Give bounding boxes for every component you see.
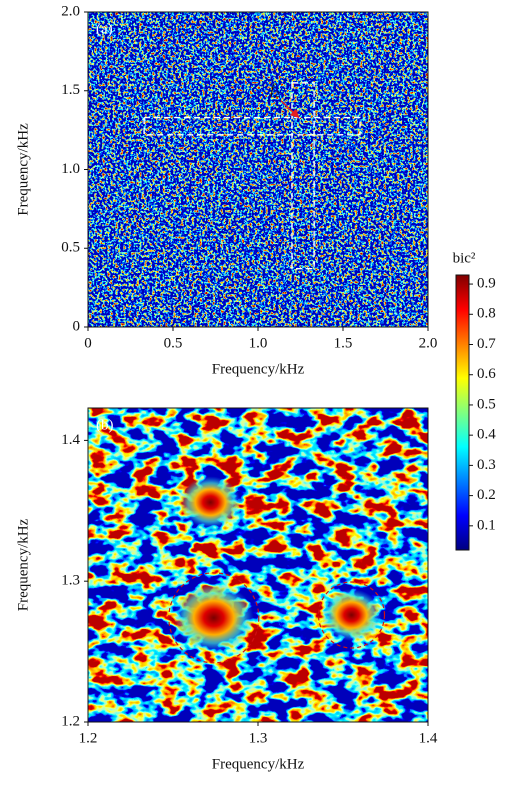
y-tick-label: 2.0 xyxy=(61,3,80,19)
region-box xyxy=(291,82,315,270)
colorbar-tick-label: 0.5 xyxy=(477,396,496,412)
y-tick-label: 1.2 xyxy=(61,713,80,729)
y-tick-label: 0 xyxy=(73,318,81,334)
colorbar-tick-label: 0.6 xyxy=(477,366,496,382)
x-tick-label: 1.2 xyxy=(79,730,98,746)
y-axis-label: Frequency/kHz xyxy=(15,123,31,216)
region-box xyxy=(143,116,361,136)
x-tick-label: 1.4 xyxy=(419,730,438,746)
peak xyxy=(173,583,254,652)
y-tick-label: 1.4 xyxy=(61,432,80,448)
annotation-arrow xyxy=(280,100,300,119)
colorbar-tick-label: 0.9 xyxy=(477,276,496,292)
x-tick-label: 1.0 xyxy=(249,335,268,351)
x-tick-label: 2.0 xyxy=(419,335,438,351)
colorbar-tick-label: 0.1 xyxy=(477,517,496,533)
panel-label: (a) xyxy=(96,21,113,37)
colorbar-tick-label: 0.7 xyxy=(477,336,496,352)
y-tick-label: 0.5 xyxy=(61,240,80,256)
colorbar-label: bic² xyxy=(453,250,476,266)
x-tick-label: 0 xyxy=(84,335,92,351)
colorbar-tick-label: 0.4 xyxy=(477,427,496,443)
peak xyxy=(321,588,382,641)
y-tick-label: 1.0 xyxy=(61,161,80,177)
x-tick-label: 1.5 xyxy=(334,335,353,351)
peak xyxy=(180,476,241,529)
colorbar-tick-label: 0.3 xyxy=(477,457,496,473)
y-tick-label: 1.5 xyxy=(61,82,80,98)
peaks xyxy=(173,476,382,652)
y-tick-label: 1.3 xyxy=(61,573,80,589)
colorbar-tick-label: 0.8 xyxy=(477,306,496,322)
x-tick-label: 1.3 xyxy=(249,730,268,746)
colorbar xyxy=(455,274,470,551)
x-axis-label: Frequency/kHz xyxy=(212,756,305,772)
highlight-circle xyxy=(168,572,260,664)
x-tick-label: 0.5 xyxy=(164,335,183,351)
colorbar-tick-label: 0.2 xyxy=(477,487,496,503)
panel-label: (b) xyxy=(96,417,114,433)
y-axis-label: Frequency/kHz xyxy=(15,518,31,611)
heatmap-texture xyxy=(88,12,428,327)
x-axis-label: Frequency/kHz xyxy=(212,361,305,377)
heatmap-texture xyxy=(88,408,428,722)
annotation: f₂ xyxy=(270,82,279,98)
highlight-circle xyxy=(317,581,386,649)
